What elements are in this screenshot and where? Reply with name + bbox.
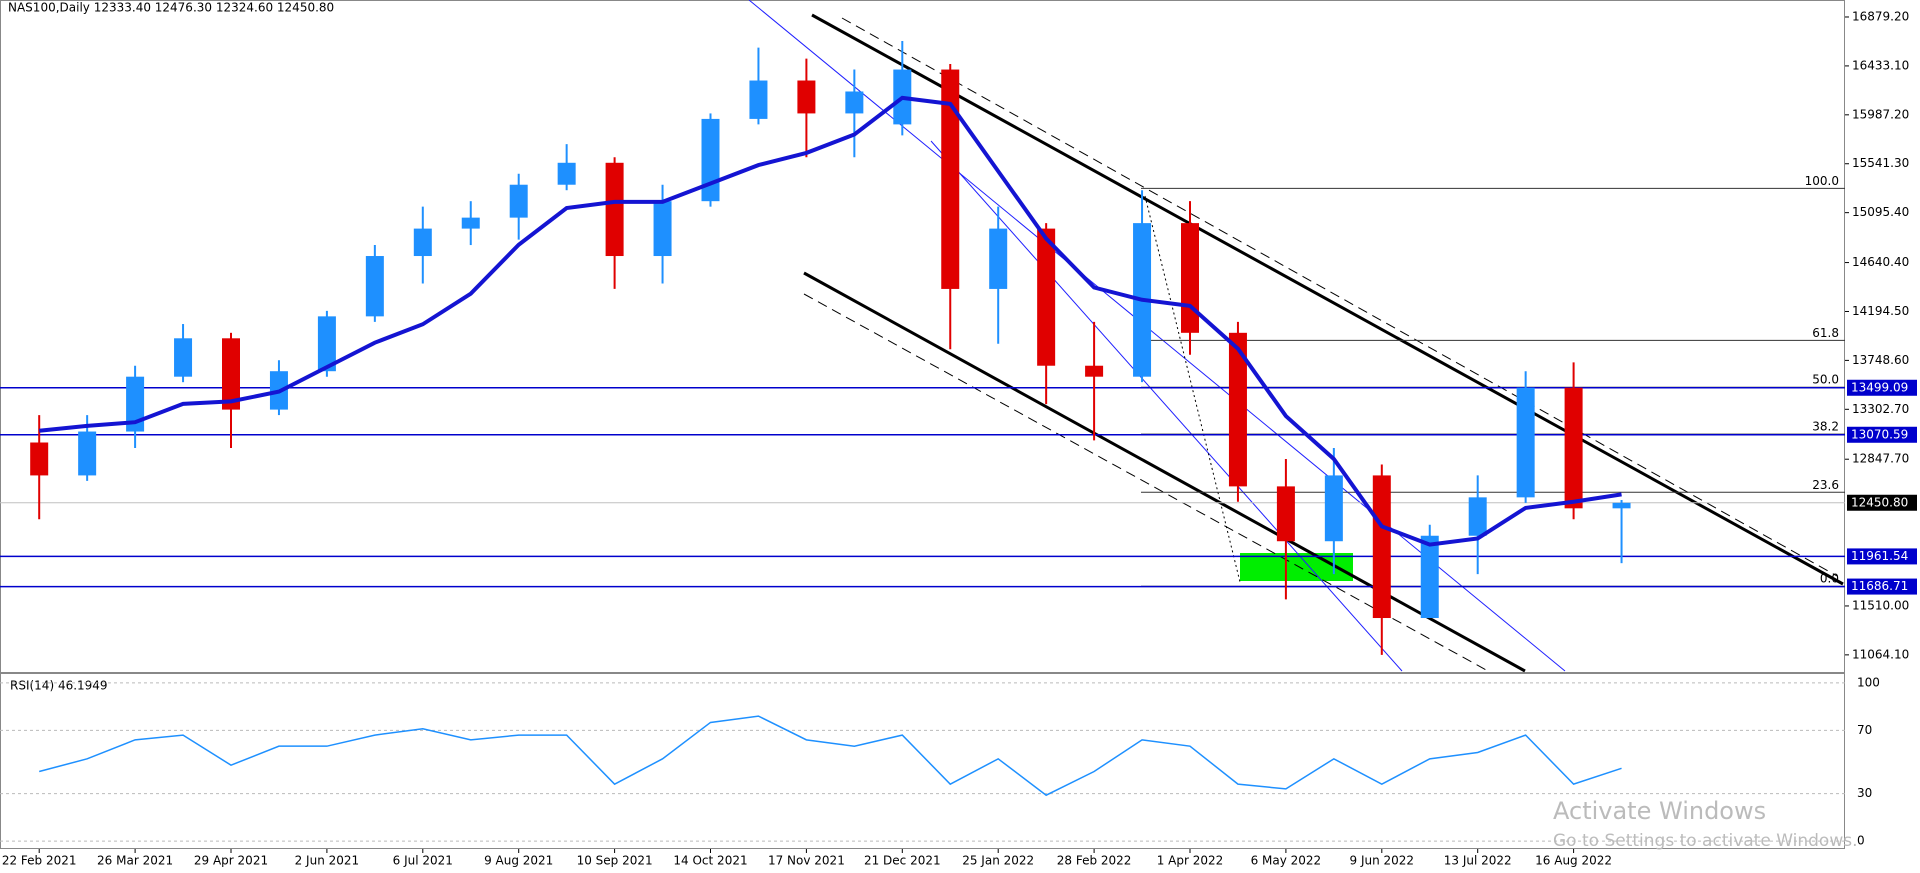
y-tick-label: 15987.20 — [1852, 107, 1909, 121]
rsi-tick-label: 0 — [1857, 834, 1865, 848]
y-tick-label: 15541.30 — [1852, 156, 1909, 170]
x-tick-label: 21 Dec 2021 — [864, 854, 941, 868]
x-tick-label: 2 Jun 2021 — [295, 854, 360, 868]
candle-body — [1228, 332, 1247, 487]
rsi-tick-label: 100 — [1857, 675, 1880, 689]
level-box — [1847, 578, 1917, 595]
rsi-line — [39, 715, 1622, 797]
level-label: 11686.71 — [1851, 579, 1908, 593]
level-label: 13070.59 — [1851, 427, 1908, 441]
moving-average — [38, 95, 1622, 547]
candle-body — [365, 256, 384, 317]
candle-body — [749, 80, 768, 119]
current-price-label: 12450.80 — [1851, 495, 1908, 509]
candle-body — [509, 184, 528, 218]
candle-body — [30, 442, 49, 476]
rsi-tick-label: 70 — [1857, 723, 1872, 737]
y-tick-label: 15095.40 — [1852, 205, 1909, 219]
level-label: 11961.54 — [1851, 549, 1908, 563]
x-tick-label: 17 Nov 2021 — [768, 854, 845, 868]
current-price-box — [1847, 494, 1917, 511]
watermark-title: Activate Windows — [1553, 797, 1766, 825]
candle-body — [1181, 223, 1199, 333]
candle-body — [1037, 228, 1056, 366]
candle-body — [174, 338, 193, 377]
candle-body — [941, 69, 960, 289]
trend-line — [841, 17, 1838, 577]
x-tick-label: 10 Sep 2021 — [577, 854, 653, 868]
trend-line — [803, 293, 1489, 672]
x-tick-label: 22 Feb 2021 — [2, 854, 77, 868]
x-tick-label: 29 Apr 2021 — [194, 854, 268, 868]
candle-body — [1564, 387, 1583, 509]
candle-body — [78, 431, 97, 476]
candle-body — [1468, 497, 1487, 536]
x-tick-label: 6 May 2022 — [1251, 854, 1322, 868]
y-tick-label: 13302.70 — [1852, 402, 1909, 416]
trend-line — [811, 13, 1844, 586]
candle-body — [413, 228, 432, 257]
candle-body — [989, 228, 1008, 289]
plot-frame — [0, 0, 1845, 849]
candle-body — [653, 201, 672, 257]
x-tick-label: 28 Feb 2022 — [1057, 854, 1132, 868]
y-tick-label: 12847.70 — [1852, 452, 1909, 466]
level-box — [1847, 379, 1917, 396]
rsi-tick-label: 30 — [1857, 786, 1872, 800]
chart-title: NAS100,Daily 12333.40 12476.30 12324.60 … — [8, 1, 334, 15]
candle-body — [557, 162, 576, 185]
candle-body — [317, 316, 336, 372]
fib-anchor — [1144, 195, 1241, 583]
fib-label: 50.0 — [1812, 373, 1839, 387]
x-tick-label: 26 Mar 2021 — [97, 854, 173, 868]
y-tick-label: 16433.10 — [1852, 58, 1909, 72]
x-tick-label: 16 Aug 2022 — [1535, 854, 1612, 868]
level-box — [1847, 426, 1917, 443]
y-tick-label: 14194.50 — [1852, 304, 1909, 318]
y-tick-label: 11064.10 — [1852, 647, 1909, 661]
x-tick-label: 25 Jan 2022 — [962, 854, 1034, 868]
candle-body — [1612, 502, 1631, 509]
fib-label: 23.6 — [1812, 478, 1839, 492]
candle-body — [701, 118, 720, 202]
fib-label: 61.8 — [1812, 326, 1839, 340]
x-tick-label: 9 Jun 2022 — [1350, 854, 1415, 868]
fib-label: 38.2 — [1812, 420, 1839, 434]
trend-line — [930, 140, 1403, 672]
x-tick-label: 9 Aug 2021 — [484, 854, 553, 868]
trend-line — [748, 0, 1566, 672]
fib-label: 0.0 — [1820, 572, 1839, 586]
candle-body — [1085, 365, 1104, 377]
candle-body — [1420, 535, 1439, 619]
candle-body — [126, 376, 145, 432]
y-tick-label: 13748.60 — [1852, 353, 1909, 367]
x-tick-label: 14 Oct 2021 — [673, 854, 747, 868]
candle-body — [845, 91, 864, 114]
candle-body — [797, 80, 816, 114]
x-tick-label: 1 Apr 2022 — [1157, 854, 1224, 868]
y-tick-label: 16879.20 — [1852, 9, 1909, 23]
level-label: 13499.09 — [1851, 380, 1908, 394]
candle-body — [1372, 475, 1391, 619]
candle-body — [1324, 475, 1343, 542]
candle-body — [1276, 486, 1295, 542]
y-tick-label: 11510.00 — [1852, 598, 1909, 612]
candle-body — [605, 162, 624, 257]
level-box — [1847, 548, 1917, 565]
candle-body — [1516, 387, 1535, 498]
y-tick-label: 14640.40 — [1852, 255, 1909, 269]
trend-line — [803, 271, 1526, 673]
fib-label: 100.0 — [1805, 174, 1839, 188]
x-tick-label: 13 Jul 2022 — [1444, 854, 1512, 868]
candle-body — [461, 217, 480, 229]
candle-body — [222, 338, 240, 410]
rsi-title: RSI(14) 46.1949 — [10, 679, 108, 693]
x-tick-label: 6 Jul 2021 — [393, 854, 453, 868]
